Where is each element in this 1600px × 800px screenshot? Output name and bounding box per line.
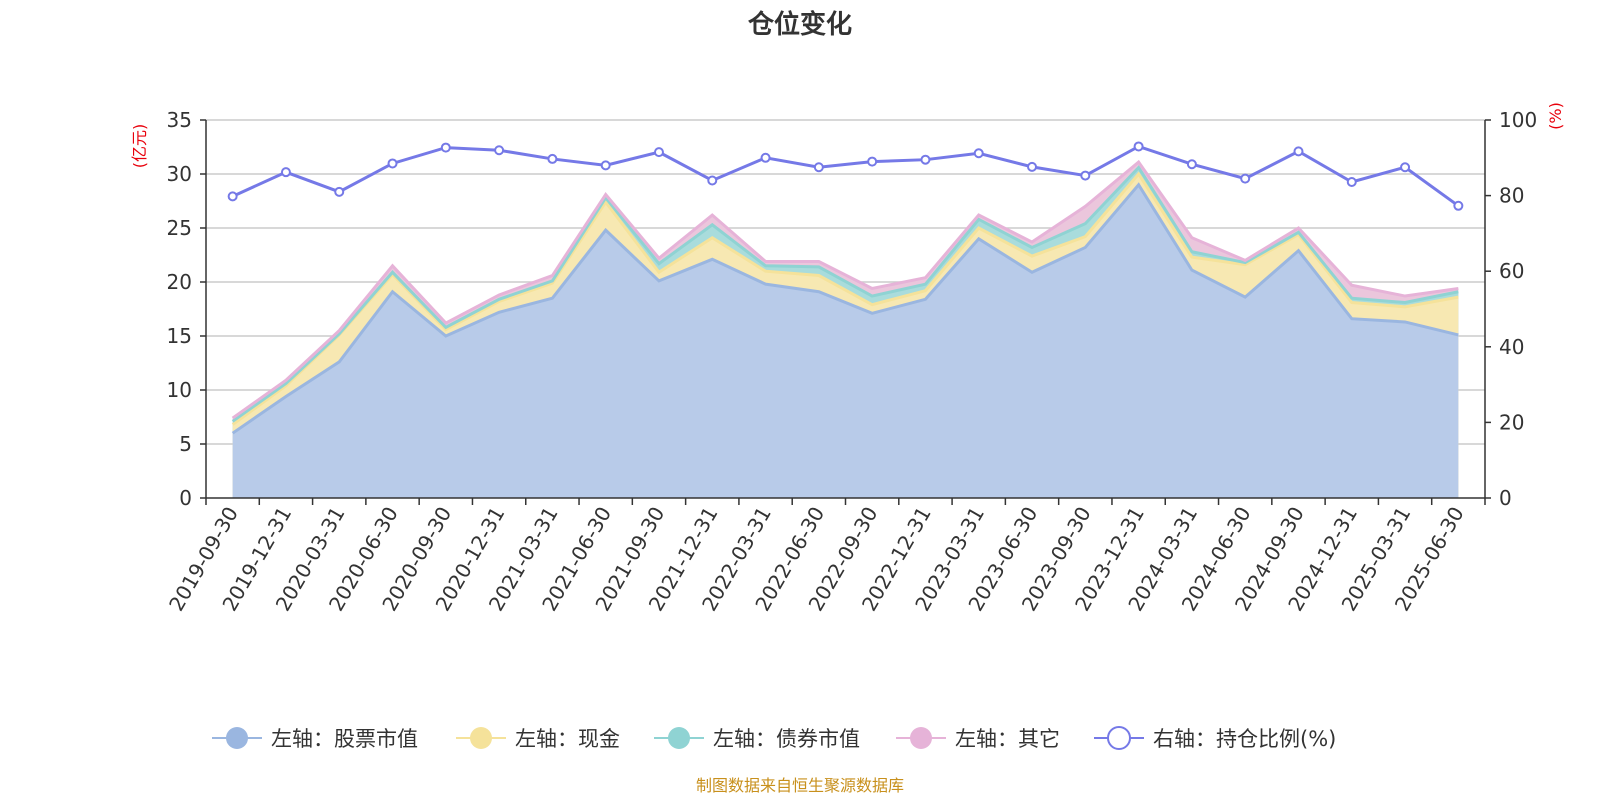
line-point [387,158,398,169]
legend-marker-icon [226,727,248,749]
legend-marker-icon [1107,726,1131,750]
left-axis-tick-label: 25 [167,216,192,240]
legend-label: 左轴：股票市值 [271,727,418,751]
line-point [813,162,824,173]
left-axis-tick-label: 10 [167,378,192,402]
area-edge-左轴：股票市值 [231,182,1459,435]
legend-label: 左轴：现金 [515,727,620,751]
left-axis-tick-label: 30 [167,162,192,186]
stacked-areas [231,159,1459,499]
legend-item[interactable]: 右轴：持仓比例(%) [1094,726,1336,751]
line-point [600,160,611,171]
line-point [1453,200,1464,211]
area-edge-左轴：其它 [231,159,1459,420]
line-point [1027,161,1038,172]
right-axis-tick-label: 20 [1499,410,1524,434]
position-ratio-line [227,141,1464,211]
right-axis-tick-label: 60 [1499,259,1524,283]
legend-marker-icon [668,727,690,749]
area-edge-左轴：现金 [231,171,1459,426]
legend-marker-icon [910,727,932,749]
line-point [1080,170,1091,181]
line-point [1346,176,1357,187]
line-point [760,152,771,163]
line-point [547,153,558,164]
chart-title: 仓位变化 [747,9,852,40]
left-axis-tick-label: 35 [167,108,192,132]
right-axis-tick-label: 80 [1499,184,1524,208]
line-point [973,148,984,159]
line-point [440,142,451,153]
left-axis-tick-label: 5 [179,432,192,456]
area-edge-左轴：债券市值 [231,165,1459,423]
line-point [494,145,505,156]
line-path [232,144,1460,208]
legend-item[interactable]: 左轴：现金 [456,727,620,751]
legend-marker-icon [470,727,492,749]
legend-item[interactable]: 左轴：股票市值 [212,727,418,751]
left-axis-tick-label: 20 [167,270,192,294]
legend-label: 右轴：持仓比例(%) [1153,727,1336,751]
line-point [227,191,238,202]
left-axis-unit: (亿元) [130,124,149,169]
legend-item[interactable]: 左轴：其它 [896,727,1060,751]
line-point [1400,162,1411,173]
line-point [867,156,878,167]
line-point [653,147,664,158]
line-point [1293,146,1304,157]
line-point [1133,141,1144,152]
source-note: 制图数据来自恒生聚源数据库 [696,776,904,795]
left-axis-tick-label: 0 [179,486,192,510]
right-axis-tick-label: 100 [1499,108,1537,132]
left-axis-tick-label: 15 [167,324,192,348]
line-point [707,175,718,186]
legend[interactable]: 左轴：股票市值 左轴：现金 左轴：债券市值 左轴：其它 右轴：持仓比例(%) [212,726,1336,751]
right-axis-tick-label: 40 [1499,335,1524,359]
right-axis-unit: (%) [1546,102,1565,130]
line-point [334,186,345,197]
line-point [1240,173,1251,184]
legend-label: 左轴：其它 [955,727,1060,751]
legend-item[interactable]: 左轴：债券市值 [654,727,860,751]
right-axis-tick-label: 0 [1499,486,1512,510]
line-point [920,154,931,165]
legend-label: 左轴：债券市值 [713,727,860,751]
area-左轴：股票市值 [232,184,1459,499]
line-point [280,167,291,178]
line-point [1186,159,1197,170]
